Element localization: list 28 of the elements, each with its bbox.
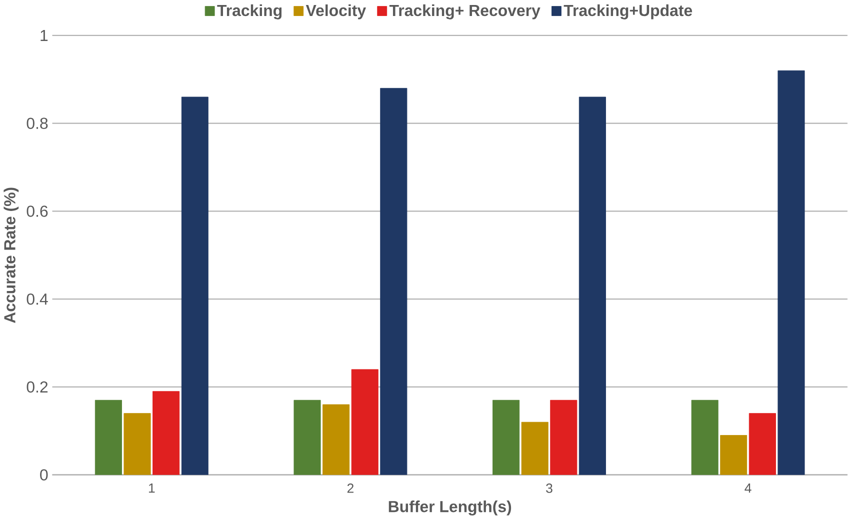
legend-label: Tracking+ Recovery	[389, 4, 540, 20]
bar	[521, 422, 548, 475]
legend-label: Tracking	[217, 4, 282, 20]
y-tick-label: 0.4	[26, 293, 48, 305]
bar	[748, 413, 776, 475]
y-axis-title: Accurate Rate (%)	[4, 188, 19, 323]
y-tick-label: 1	[40, 30, 48, 41]
y-tick-label: 0.6	[26, 206, 48, 217]
x-tick-label: 3	[546, 483, 552, 493]
bar	[720, 435, 748, 475]
bar	[578, 96, 606, 475]
x-tick-label: 2	[347, 483, 354, 493]
y-tick-label: 0.8	[26, 118, 48, 129]
x-axis-title: Buffer Length(s)	[388, 500, 512, 516]
bar	[778, 70, 805, 475]
bar	[380, 88, 408, 475]
bar	[152, 391, 180, 475]
x-tick-label: 1	[148, 483, 155, 493]
bar	[181, 96, 208, 475]
legend-label: Velocity	[306, 4, 366, 20]
y-tick-label: 0	[40, 469, 48, 480]
bar	[550, 400, 578, 475]
bar	[351, 369, 378, 475]
bar	[124, 413, 151, 475]
y-tick-label: 0.2	[26, 381, 48, 393]
legend-label: Tracking+Update	[564, 4, 692, 20]
bar	[322, 404, 350, 475]
x-tick-label: 4	[744, 483, 752, 493]
